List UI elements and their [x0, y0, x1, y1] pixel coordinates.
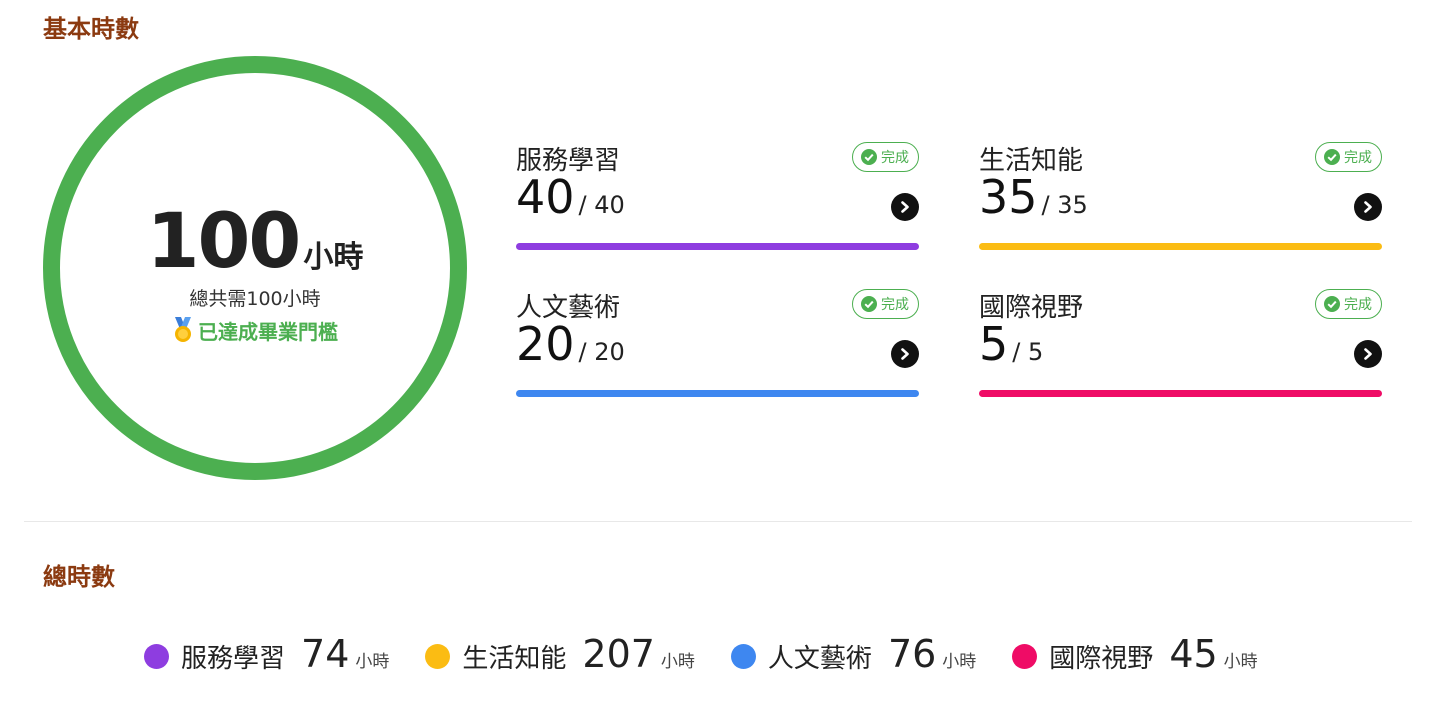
- legend-value: 74: [301, 632, 350, 676]
- current-hours: 5: [979, 317, 1009, 371]
- category-card-life: 生活知能 完成 35/ 35: [979, 140, 1382, 250]
- total-hours-unit: 小時: [303, 240, 364, 275]
- complete-badge: 完成: [852, 289, 919, 319]
- progress-bar-fill: [979, 243, 1382, 250]
- legend-value: 207: [582, 632, 655, 676]
- legend-unit: 小時: [1223, 652, 1258, 672]
- legend-item-arts: 人文藝術 76 小時: [730, 632, 977, 676]
- badge-label: 完成: [1344, 297, 1372, 313]
- legend-label: 生活知能: [462, 644, 567, 674]
- legend-dot: [425, 643, 451, 669]
- category-label: 人文藝術: [516, 293, 621, 323]
- legend-label: 國際視野: [1049, 644, 1154, 674]
- total-hours-display: 100 小時: [43, 196, 467, 285]
- target-hours: / 5: [1012, 338, 1044, 366]
- target-hours: / 40: [578, 191, 625, 219]
- legend-dot: [730, 643, 756, 669]
- ring-center: 100 小時 總共需100小時 已達成畢業門檻: [43, 56, 467, 480]
- complete-badge: 完成: [1315, 289, 1382, 319]
- category-value: 35/ 35: [979, 170, 1088, 224]
- category-value: 5/ 5: [979, 317, 1043, 371]
- legend-value: 45: [1169, 632, 1218, 676]
- progress-bar-fill: [516, 243, 919, 250]
- basic-hours-title: 基本時數: [43, 15, 139, 43]
- legend-dot: [1012, 643, 1038, 669]
- current-hours: 40: [516, 170, 575, 224]
- check-circle-icon: [1324, 149, 1340, 165]
- progress-bar-fill: [516, 390, 919, 397]
- section-divider: [24, 521, 1412, 522]
- chevron-right-icon[interactable]: [1354, 193, 1382, 221]
- badge-label: 完成: [1344, 150, 1372, 166]
- progress-bar: [979, 390, 1382, 397]
- current-hours: 20: [516, 317, 575, 371]
- achieved-text: 已達成畢業門檻: [198, 320, 338, 344]
- legend-label: 服務學習: [181, 644, 286, 674]
- legend-unit: 小時: [355, 652, 390, 672]
- progress-bar: [979, 243, 1382, 250]
- chevron-right-icon[interactable]: [891, 193, 919, 221]
- category-card-international: 國際視野 完成 5/ 5: [979, 287, 1382, 397]
- required-hours-text: 總共需100小時: [189, 288, 321, 310]
- complete-badge: 完成: [852, 142, 919, 172]
- chevron-right-icon[interactable]: [891, 340, 919, 368]
- check-circle-icon: [861, 296, 877, 312]
- category-card-arts: 人文藝術 完成 20/ 20: [516, 287, 919, 397]
- complete-badge: 完成: [1315, 142, 1382, 172]
- target-hours: / 35: [1041, 191, 1088, 219]
- total-hours-legend: 服務學習 74 小時 生活知能 207 小時 人文藝術 76 小時 國際視野 4…: [144, 632, 1294, 676]
- legend-dot: [144, 643, 169, 669]
- category-value: 20/ 20: [516, 317, 625, 371]
- chevron-right-icon[interactable]: [1354, 340, 1382, 368]
- legend-label: 人文藝術: [767, 644, 872, 674]
- category-card-service: 服務學習 完成 40/ 40: [516, 140, 919, 250]
- total-hours-title: 總時數: [43, 563, 115, 591]
- current-hours: 35: [979, 170, 1038, 224]
- check-circle-icon: [861, 149, 877, 165]
- achieved-status: 已達成畢業門檻: [43, 316, 467, 345]
- total-hours-value: 100: [146, 196, 302, 285]
- legend-unit: 小時: [660, 652, 695, 672]
- progress-bar: [516, 243, 919, 250]
- progress-bar: [516, 390, 919, 397]
- legend-item-life: 生活知能 207 小時: [425, 632, 695, 676]
- check-circle-icon: [1324, 296, 1340, 312]
- progress-bar-fill: [979, 390, 1382, 397]
- legend-item-international: 國際視野 45 小時: [1012, 632, 1258, 676]
- legend-unit: 小時: [942, 652, 977, 672]
- legend-value: 76: [887, 632, 937, 676]
- category-label: 服務學習: [516, 146, 621, 176]
- legend-item-service: 服務學習 74 小時: [144, 632, 389, 676]
- badge-label: 完成: [881, 297, 909, 313]
- category-label: 國際視野: [979, 293, 1084, 323]
- category-label: 生活知能: [979, 146, 1084, 176]
- target-hours: / 20: [578, 338, 625, 366]
- category-value: 40/ 40: [516, 170, 625, 224]
- badge-label: 完成: [881, 150, 909, 166]
- medal-icon: [175, 317, 191, 342]
